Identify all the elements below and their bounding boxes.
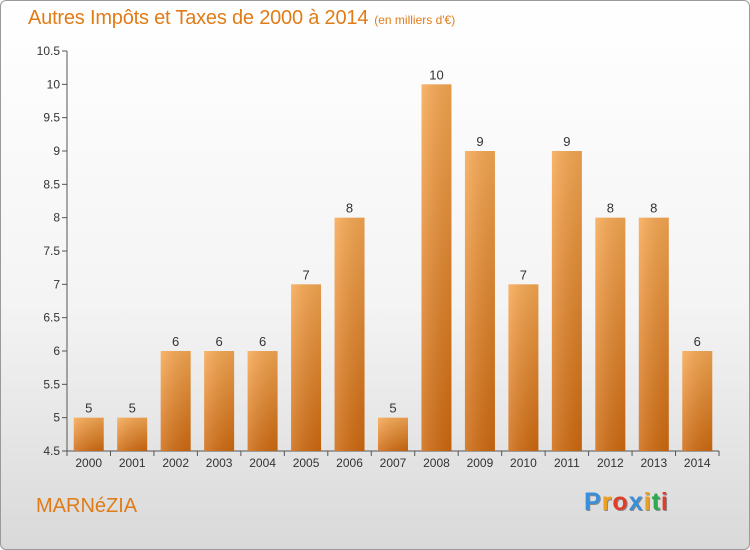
bar-shade [421,84,452,451]
bar-shade [247,351,278,451]
y-tick-label: 8.5 [43,177,60,191]
logo-letter: t [651,488,661,516]
x-tick-label: 2001 [119,456,146,470]
y-tick-label: 9 [53,144,60,158]
bar-shade [160,351,191,451]
data-label: 8 [607,201,614,216]
logo-letter: r [601,488,613,516]
data-label: 6 [694,334,701,349]
bar-shade [638,217,669,451]
data-label: 8 [346,201,353,216]
y-tick-label: 5 [53,411,60,425]
y-tick-label: 6 [53,344,60,358]
bar-shade [551,151,582,451]
x-tick-label: 2004 [249,456,276,470]
data-label: 9 [476,134,483,149]
bar-shade [291,284,322,451]
logo-letter: P [584,488,602,516]
logo-letter: i [660,488,669,516]
y-tick-label: 9.5 [43,111,60,125]
x-tick-label: 2014 [684,456,711,470]
bar-shade [73,417,104,451]
logo-letter: x [628,488,644,516]
x-tick-label: 2008 [423,456,450,470]
y-tick-label: 7.5 [43,244,60,258]
x-tick-label: 2002 [162,456,189,470]
data-label: 6 [259,334,266,349]
x-tick-label: 2013 [640,456,667,470]
data-label: 5 [389,401,396,416]
data-label: 8 [650,201,657,216]
x-tick-label: 2003 [206,456,233,470]
commune-name: MARNéZIA [36,495,138,517]
y-tick-label: 10 [47,77,61,91]
bar-shade [595,217,626,451]
bar-shade [334,217,365,451]
bar-shade [464,151,495,451]
x-tick-label: 2011 [554,456,580,470]
y-tick-label: 5.5 [43,377,60,391]
y-tick-label: 7 [53,277,60,291]
x-tick-label: 2007 [380,456,407,470]
chart-title: Autres Impôts et Taxes de 2000 à 2014 [28,7,369,29]
data-label: 6 [216,334,223,349]
bar-shade [378,417,408,451]
bar-shade [117,417,148,451]
x-tick-label: 2009 [467,456,494,470]
data-label: 5 [85,401,92,416]
y-tick-label: 8 [53,211,60,225]
y-tick-label: 4.5 [43,444,60,458]
x-tick-label: 2000 [75,456,102,470]
y-tick-label: 10.5 [37,44,61,58]
logo-letter: i [643,488,652,516]
x-tick-label: 2006 [336,456,363,470]
chart-unit: (en milliers d'€) [374,13,456,27]
y-tick-label: 6.5 [43,311,60,325]
data-label: 5 [129,401,136,416]
data-label: 10 [429,67,443,82]
chart-title-block: Autres Impôts et Taxes de 2000 à 2014 (en… [28,7,455,30]
bar-shade [682,351,713,451]
proxiti-logo: Proxiti [584,488,669,517]
x-tick-label: 2005 [293,456,320,470]
data-label: 9 [563,134,570,149]
x-tick-label: 2010 [510,456,537,470]
data-label: 6 [172,334,179,349]
logo-letter: o [612,488,629,516]
bar-shade [508,284,539,451]
data-label: 7 [302,267,309,282]
x-tick-label: 2012 [597,456,624,470]
data-label: 7 [520,267,527,282]
bar-shade [204,351,235,451]
